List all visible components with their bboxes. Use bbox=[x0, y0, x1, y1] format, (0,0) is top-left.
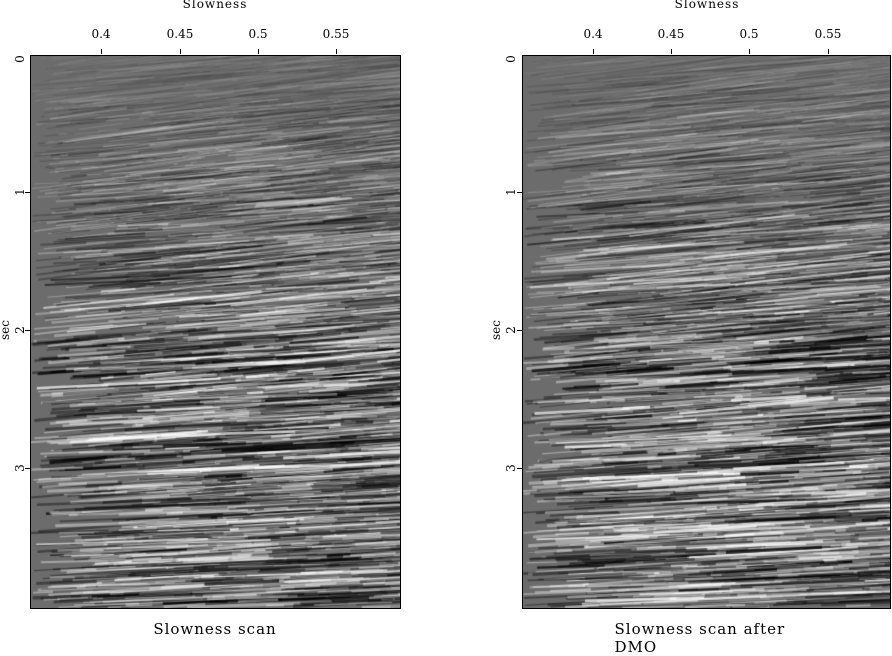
x-axis-title: Slowness bbox=[674, 0, 740, 11]
x-tick-mark bbox=[749, 49, 750, 54]
caption: Slowness scan after DMO bbox=[614, 620, 786, 656]
x-tick-label: 0.55 bbox=[322, 27, 350, 41]
y-tick-label: 0 bbox=[504, 55, 518, 63]
x-tick-label: 0.4 bbox=[583, 27, 603, 41]
x-tick-label: 0.45 bbox=[657, 27, 685, 41]
x-tick-label: 0.4 bbox=[91, 27, 111, 41]
seismic-image bbox=[30, 55, 401, 609]
y-tick-mark bbox=[517, 468, 522, 469]
y-tick-label: 0 bbox=[13, 55, 27, 63]
seismic-image bbox=[522, 55, 891, 609]
x-tick-mark bbox=[593, 49, 594, 54]
x-tick-mark bbox=[828, 49, 829, 54]
y-tick-label: 1 bbox=[504, 188, 518, 196]
y-axis-title: sec bbox=[0, 320, 12, 340]
x-tick-mark bbox=[180, 49, 181, 54]
x-axis-title: Slowness bbox=[182, 0, 248, 11]
caption: Slowness scan bbox=[153, 620, 277, 638]
x-tick-mark bbox=[258, 49, 259, 54]
x-tick-label: 0.5 bbox=[248, 27, 268, 41]
x-tick-label: 0.45 bbox=[166, 27, 194, 41]
x-tick-mark bbox=[101, 49, 102, 54]
x-tick-mark bbox=[671, 49, 672, 54]
y-tick-label: 2 bbox=[504, 326, 518, 334]
x-tick-mark bbox=[336, 49, 337, 54]
y-tick-mark bbox=[25, 330, 30, 331]
y-tick-mark bbox=[25, 468, 30, 469]
y-tick-mark bbox=[25, 192, 30, 193]
x-tick-label: 0.5 bbox=[739, 27, 759, 41]
y-axis-title: sec bbox=[489, 320, 503, 340]
x-tick-label: 0.55 bbox=[814, 27, 842, 41]
y-tick-mark bbox=[517, 330, 522, 331]
y-tick-label: 3 bbox=[504, 464, 518, 472]
y-tick-mark bbox=[517, 192, 522, 193]
